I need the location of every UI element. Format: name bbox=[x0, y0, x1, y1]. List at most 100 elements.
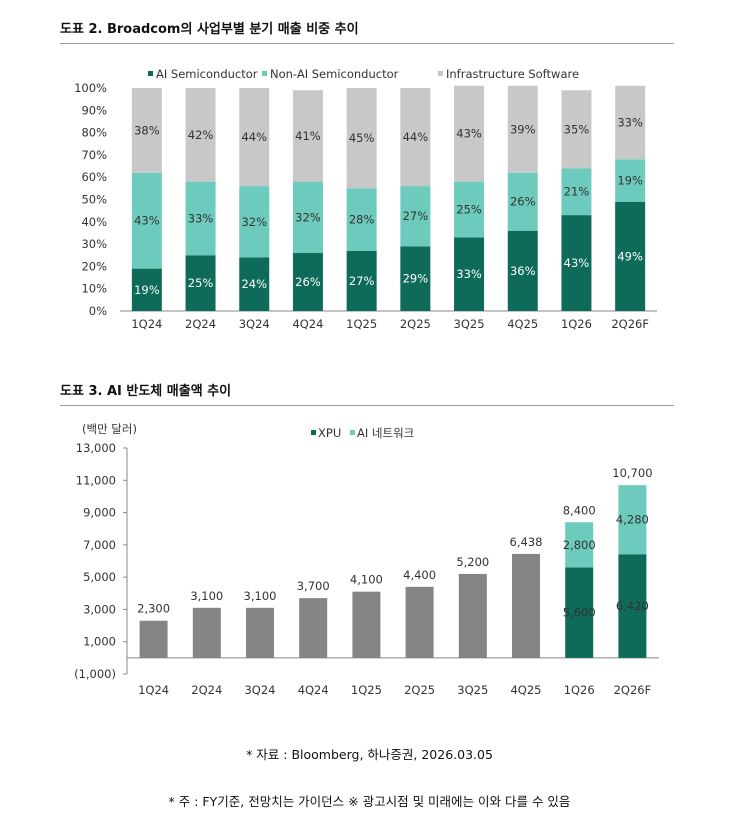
data-label: 26% bbox=[510, 195, 536, 209]
legend-swatch-0 bbox=[148, 71, 153, 76]
xpu-data-label: 5,600 bbox=[563, 606, 596, 620]
data-label: 33% bbox=[456, 267, 482, 281]
y-tick-label: 40% bbox=[81, 215, 107, 229]
xpu-data-label: 6,420 bbox=[616, 599, 649, 613]
x-tick-label: 3Q24 bbox=[239, 317, 270, 331]
bar-segment-2 bbox=[185, 88, 216, 182]
y-tick-label: 5,000 bbox=[83, 570, 116, 584]
bar-segment-1 bbox=[346, 188, 377, 251]
y-tick-label: 80% bbox=[81, 126, 107, 140]
bar-segment-0 bbox=[185, 255, 216, 311]
total-bar bbox=[458, 573, 487, 658]
total-bar bbox=[299, 598, 328, 658]
bar-segment-1 bbox=[239, 186, 270, 258]
data-label: 25% bbox=[456, 203, 482, 217]
bar-segment-2 bbox=[131, 88, 162, 173]
y-tick-label: 0% bbox=[89, 304, 107, 318]
total-data-label: 4,400 bbox=[403, 568, 436, 582]
data-label: 43% bbox=[564, 256, 590, 270]
legend-label-1: Non-AI Semiconductor bbox=[270, 67, 399, 81]
bar-segment-2 bbox=[615, 85, 646, 160]
data-label: 45% bbox=[349, 131, 375, 145]
x-tick-label: 4Q25 bbox=[510, 683, 541, 697]
x-tick-label: 1Q25 bbox=[346, 317, 377, 331]
xpu-bar-segment bbox=[618, 554, 647, 658]
y-tick-label: 13,000 bbox=[76, 441, 116, 455]
legend-label-0: XPU bbox=[318, 426, 341, 440]
data-label: 38% bbox=[134, 123, 160, 137]
data-label: 26% bbox=[295, 275, 321, 289]
unit-label: (백만 달러) bbox=[82, 422, 137, 436]
x-tick-label: 1Q24 bbox=[138, 683, 169, 697]
figure3-title-rule bbox=[60, 405, 674, 406]
data-label: 44% bbox=[403, 130, 429, 144]
bar-segment-1 bbox=[454, 181, 485, 238]
bar-segment-1 bbox=[292, 181, 323, 254]
total-data-label: 2,300 bbox=[137, 602, 170, 616]
x-tick-label: 2Q25 bbox=[404, 683, 435, 697]
legend-swatch-0 bbox=[311, 430, 316, 435]
x-tick-label: 3Q25 bbox=[457, 683, 488, 697]
x-tick-label: 1Q25 bbox=[351, 683, 382, 697]
total-bar bbox=[139, 620, 168, 658]
bar-segment-2 bbox=[454, 85, 485, 182]
x-tick-label: 2Q26F bbox=[614, 683, 652, 697]
total-data-label: 5,200 bbox=[456, 555, 489, 569]
legend-swatch-1 bbox=[262, 71, 267, 76]
x-tick-label: 4Q24 bbox=[292, 317, 323, 331]
bar-segment-1 bbox=[185, 181, 216, 256]
data-label: 32% bbox=[241, 215, 267, 229]
data-label: 29% bbox=[403, 272, 429, 286]
note-footnote: * 주 : FY기준, 전망치는 가이던스 ※ 광고시점 및 미래에는 이와 다… bbox=[168, 794, 571, 809]
data-label: 35% bbox=[564, 122, 590, 136]
data-label: 39% bbox=[510, 122, 536, 136]
total-bar bbox=[352, 591, 381, 658]
legend-swatch-1 bbox=[350, 430, 355, 435]
network-data-label: 4,280 bbox=[616, 513, 649, 527]
data-label: 24% bbox=[241, 277, 267, 291]
total-data-label: 8,400 bbox=[563, 503, 596, 517]
data-label: 19% bbox=[134, 283, 160, 297]
data-label: 28% bbox=[349, 213, 375, 227]
y-tick-label: 70% bbox=[81, 148, 107, 162]
network-bar-segment bbox=[618, 485, 647, 555]
total-data-label: 3,700 bbox=[297, 579, 330, 593]
bar-segment-1 bbox=[561, 168, 592, 216]
network-bar-segment bbox=[565, 522, 594, 568]
data-label: 19% bbox=[617, 174, 643, 188]
xpu-bar-segment bbox=[565, 567, 594, 658]
bar-segment-2 bbox=[507, 85, 538, 173]
y-tick-label: 20% bbox=[81, 259, 107, 273]
y-tick-label: 7,000 bbox=[83, 538, 116, 552]
total-bar bbox=[192, 607, 221, 658]
figure3-ai-revenue-bar-chart: (백만 달러) XPU AI 네트워크 (1,000) 1,000 3,000 5,000 7… bbox=[74, 422, 659, 697]
x-tick-label: 1Q26 bbox=[564, 683, 595, 697]
data-label: 27% bbox=[403, 209, 429, 223]
x-tick-label: 3Q24 bbox=[244, 683, 275, 697]
data-label: 36% bbox=[510, 264, 536, 278]
y-tick-label: 10% bbox=[81, 282, 107, 296]
bar-segment-1 bbox=[131, 172, 162, 269]
y-tick-label: 50% bbox=[81, 193, 107, 207]
x-tick-label: 4Q25 bbox=[507, 317, 538, 331]
legend-label-0: AI Semiconductor bbox=[156, 67, 258, 81]
bar-segment-0 bbox=[400, 246, 431, 311]
total-data-label: 4,100 bbox=[350, 573, 383, 587]
y-tick-label: 3,000 bbox=[83, 602, 116, 616]
data-label: 43% bbox=[134, 214, 160, 228]
bar-segment-0 bbox=[615, 201, 646, 311]
total-bar bbox=[512, 553, 540, 658]
total-bar bbox=[246, 607, 274, 658]
x-tick-label: 2Q24 bbox=[185, 317, 216, 331]
x-tick-label: 4Q24 bbox=[298, 683, 329, 697]
x-tick-label: 2Q25 bbox=[400, 317, 431, 331]
y-tick-label: 100% bbox=[74, 81, 107, 95]
data-label: 27% bbox=[349, 274, 375, 288]
x-tick-label: 3Q25 bbox=[454, 317, 485, 331]
bar-segment-0 bbox=[292, 253, 323, 311]
legend-swatch-2 bbox=[438, 71, 443, 76]
bar-segment-1 bbox=[400, 186, 431, 247]
y-tick-label: 9,000 bbox=[83, 506, 116, 520]
y-tick-label: 1,000 bbox=[83, 635, 116, 649]
source-footnote: * 자료 : Bloomberg, 하나증권, 2026.03.05 bbox=[246, 747, 493, 762]
